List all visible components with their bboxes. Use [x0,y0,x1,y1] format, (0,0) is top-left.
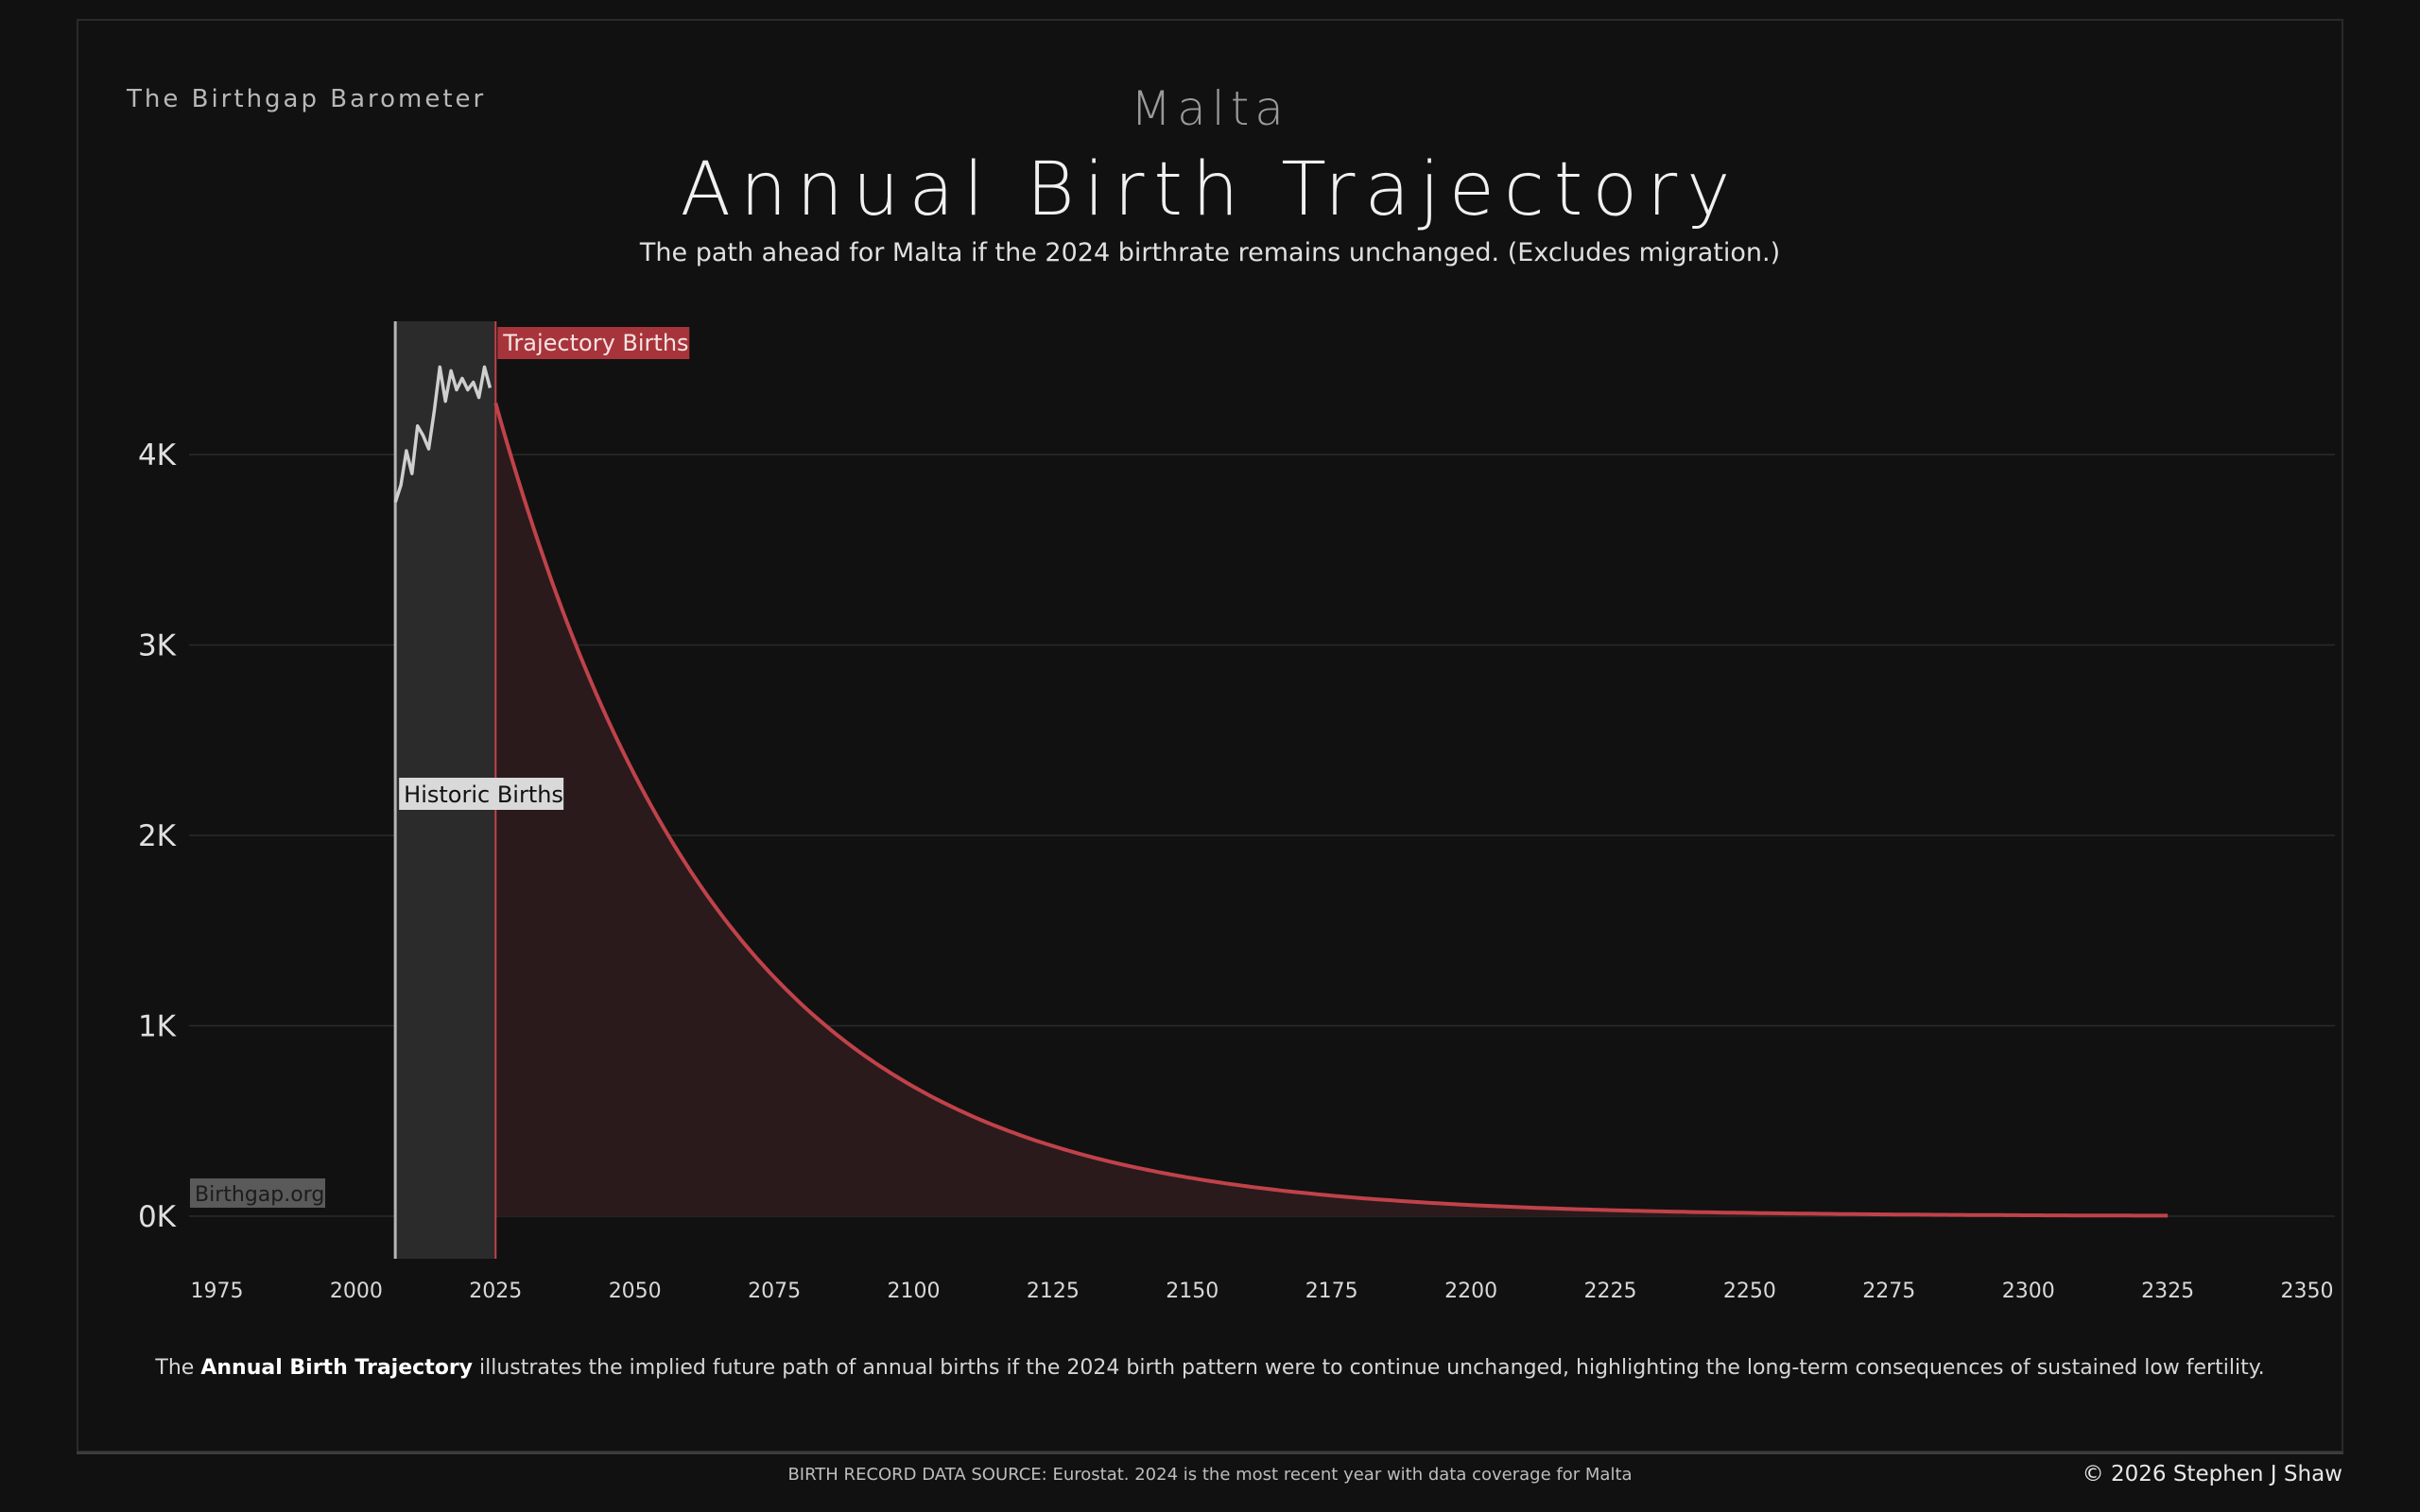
x-tick-label: 2025 [469,1280,522,1303]
trajectory-line [493,403,2169,1218]
y-tick-label: 3K [138,629,177,663]
x-tick-label: 2125 [1027,1280,1080,1303]
historic-line [393,365,493,503]
x-tick-label: 2075 [748,1280,801,1303]
watermark-bg [190,1178,325,1208]
watermark-label: Birthgap.org [195,1183,324,1207]
trajectory-label: Trajectory Births [502,330,688,356]
x-tick-label: 2175 [1305,1280,1358,1303]
footnote-bold: Annual Birth Trajectory [200,1356,474,1380]
y-tick-label: 4K [138,438,177,472]
data-source: BIRTH RECORD DATA SOURCE: Eurostat. 2024… [787,1465,1633,1485]
x-tick-label: 2300 [2002,1280,2055,1303]
footnote: The Annual Birth Trajectory illustrates … [0,1356,2420,1380]
trajectory-area [495,403,2169,1217]
x-tick-label: 2200 [1444,1280,1497,1303]
footnote-suffix: illustrates the implied future path of a… [473,1356,2265,1380]
x-tick-label: 2325 [2141,1280,2194,1303]
x-tick-label: 2350 [2281,1280,2334,1303]
chart-title: Annual Birth Trajectory [680,147,1740,232]
brand-label: The Birthgap Barometer [127,85,487,113]
chart-subtitle: The path ahead for Malta if the 2024 bir… [639,238,1781,267]
y-tick-label: 2K [138,819,177,853]
x-tick-label: 2250 [1723,1280,1776,1303]
x-tick-label: 2275 [1862,1280,1915,1303]
frame-divider [77,1452,2343,1454]
y-tick-label: 1K [138,1010,177,1044]
x-tick-label: 2100 [887,1280,940,1303]
country-title: Malta [1131,81,1289,136]
trajectory-label-bg [497,327,690,359]
y-tick-label: 0K [138,1200,177,1234]
x-tick-label: 2150 [1166,1280,1219,1303]
x-tick-label: 1975 [190,1280,243,1303]
x-tick-label: 2000 [330,1280,383,1303]
historic-label-bg [399,778,564,810]
x-tick-label: 2225 [1584,1280,1637,1303]
copyright: © 2026 Stephen J Shaw [2082,1462,2342,1486]
footnote-prefix: The [155,1356,201,1380]
x-tick-label: 2050 [609,1280,662,1303]
historic-label: Historic Births [404,782,563,808]
